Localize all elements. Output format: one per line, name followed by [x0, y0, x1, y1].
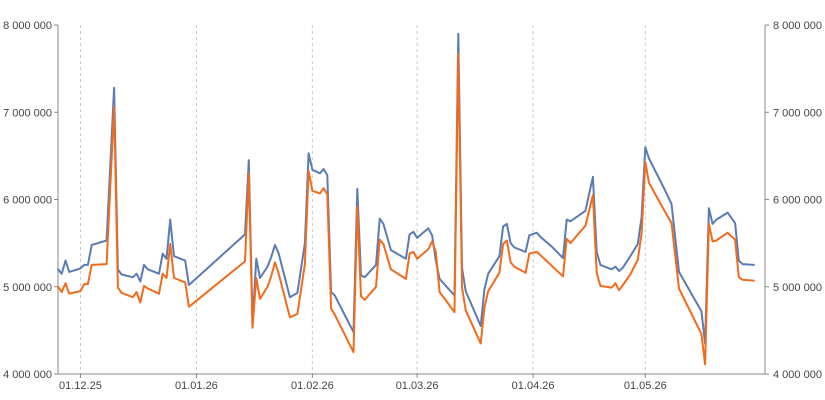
- x-tick-label: 01.04.26: [512, 380, 555, 392]
- y-tick-label-left: 5 000 000: [3, 282, 52, 294]
- x-tick-label: 01.05.26: [624, 380, 667, 392]
- y-tick-label-right: 6 000 000: [773, 195, 822, 207]
- y-tick-label-left: 7 000 000: [3, 107, 52, 119]
- x-tick-label: 01.03.26: [396, 380, 439, 392]
- y-tick-label-left: 6 000 000: [3, 195, 52, 207]
- y-tick-label-right: 7 000 000: [773, 107, 822, 119]
- y-tick-label-right: 4 000 000: [773, 369, 822, 381]
- axes: [54, 24, 769, 378]
- series-line-1: [57, 32, 755, 345]
- x-tick-label: 01.12.25: [59, 380, 102, 392]
- grid: [79, 25, 646, 374]
- series-line-2: [57, 52, 755, 366]
- x-tick-label: 01.02.26: [291, 380, 334, 392]
- tick-labels: 01.12.25 01.01.26 01.02.26 01.03.26 01.04.26…: [3, 20, 822, 392]
- series-layer: [57, 32, 755, 366]
- y-tick-label-right: 8 000 000: [773, 20, 822, 32]
- y-tick-label-left: 4 000 000: [3, 369, 52, 381]
- x-tick-label: 01.01.26: [175, 380, 218, 392]
- y-tick-label-right: 5 000 000: [773, 282, 822, 294]
- y-tick-label-left: 8 000 000: [3, 20, 52, 32]
